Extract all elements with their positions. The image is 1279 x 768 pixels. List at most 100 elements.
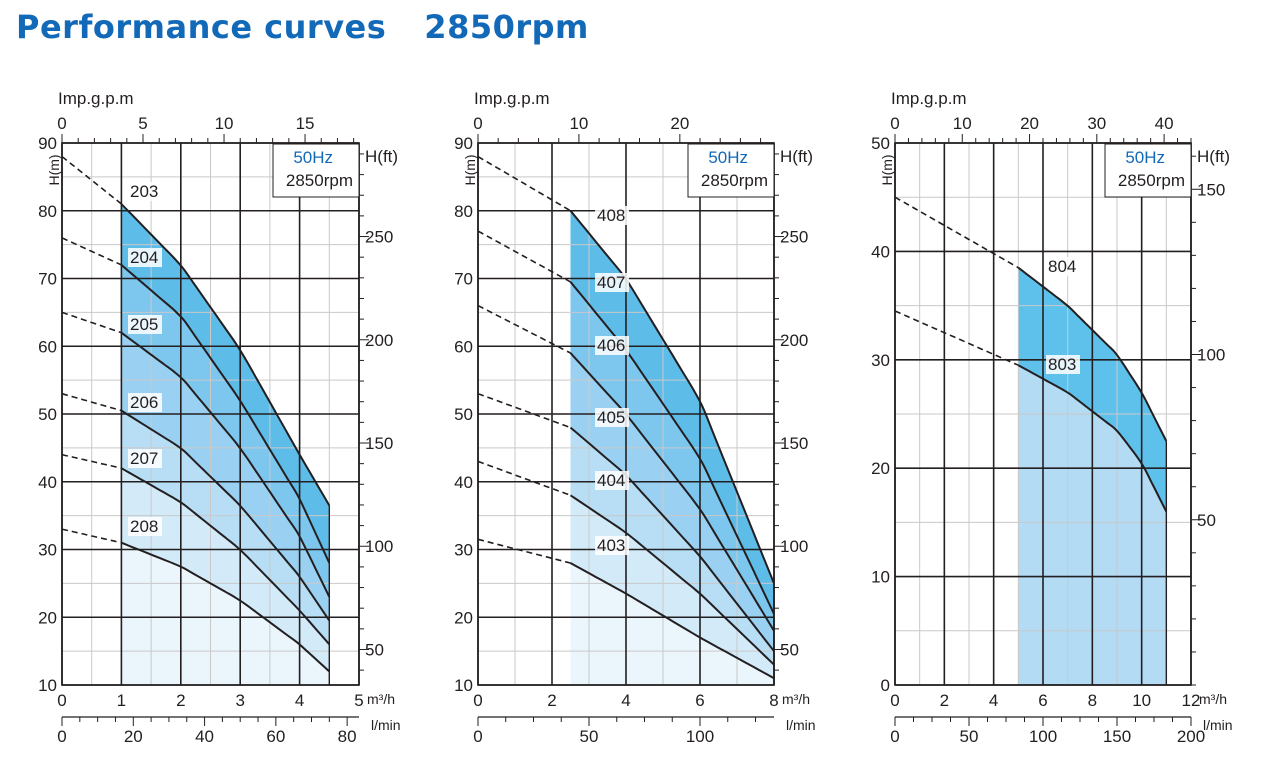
top-axis-label: Imp.g.p.m bbox=[58, 89, 134, 108]
curve-dashed-406 bbox=[477, 304, 571, 354]
lmin-tick-label: 0 bbox=[57, 727, 66, 746]
series-label-bg bbox=[128, 449, 162, 468]
curve-dashed-803 bbox=[894, 310, 1019, 366]
y-axis: 10 20 30 40 50 60 70 80 90H(m) bbox=[38, 134, 62, 695]
x-tick-label: 2 bbox=[940, 691, 949, 710]
badge-rpm: 2850rpm bbox=[701, 171, 768, 190]
y-tick-label: 10 bbox=[454, 676, 473, 695]
x-tick-label: 6 bbox=[695, 691, 704, 710]
curve-dashed-205 bbox=[61, 392, 122, 412]
series-label-bg bbox=[128, 517, 162, 536]
curve-204 bbox=[120, 467, 331, 646]
x-axis-label: m³/h bbox=[782, 691, 810, 707]
x-tick-label: 12 bbox=[1182, 691, 1201, 710]
series-label-bg bbox=[128, 248, 162, 267]
y-tick-label: 90 bbox=[454, 134, 473, 153]
series-label-bg bbox=[595, 408, 629, 427]
lmin-tick-label: 200 bbox=[1177, 727, 1205, 746]
x-tick-label: 2 bbox=[176, 691, 185, 710]
y-tick-label: 80 bbox=[38, 202, 57, 221]
band-408 bbox=[570, 210, 774, 614]
band-407 bbox=[570, 281, 774, 631]
y-tick-label: 20 bbox=[454, 608, 473, 627]
curve-dashed-804 bbox=[894, 196, 1019, 269]
top-axis: 0 10 20 30 40 Imp.g.p.m bbox=[890, 89, 1192, 143]
ft-tick-label: 50 bbox=[365, 640, 384, 659]
y-tick-label: 90 bbox=[38, 134, 57, 153]
y-tick-label: 10 bbox=[38, 676, 57, 695]
curve-dashed-408 bbox=[477, 155, 571, 212]
ft-axis-label: H(ft) bbox=[365, 147, 398, 166]
pump-curves bbox=[477, 155, 775, 685]
curve-804 bbox=[1017, 266, 1168, 442]
frequency-badge: 50Hz 2850rpm bbox=[687, 143, 775, 198]
ft-axis-label: H(ft) bbox=[780, 147, 813, 166]
ft-axis: 50 100 150 200 250 H(ft) bbox=[359, 147, 398, 671]
badge-rpm: 2850rpm bbox=[1118, 171, 1185, 190]
ft-tick-label: 150 bbox=[780, 434, 808, 453]
page-title: Performance curves 2850rpm bbox=[16, 8, 589, 46]
y-tick-label: 20 bbox=[38, 608, 57, 627]
lmin-axis-label: l/min bbox=[786, 717, 816, 733]
curve-dashed-208 bbox=[61, 155, 122, 205]
frequency-badge: 50Hz 2850rpm bbox=[1104, 143, 1192, 198]
curve-dashed-204 bbox=[61, 453, 122, 469]
x-axis-label: m³/h bbox=[1199, 691, 1227, 707]
y-tick-label: 30 bbox=[871, 351, 890, 370]
curve-dashed-207 bbox=[61, 237, 122, 266]
lmin-tick-label: 100 bbox=[1029, 727, 1057, 746]
page-title-text: Performance curves bbox=[16, 8, 387, 46]
y-tick-label: 50 bbox=[38, 405, 57, 424]
series-label: 403 bbox=[597, 536, 625, 555]
ft-tick-label: 50 bbox=[1197, 511, 1216, 530]
band-406 bbox=[570, 353, 774, 652]
curve-dashed-405 bbox=[477, 392, 571, 429]
ft-tick-label: 100 bbox=[1197, 346, 1225, 365]
curve-403 bbox=[569, 562, 775, 680]
curve-dashed-203 bbox=[61, 528, 122, 544]
lmin-tick-label: 0 bbox=[890, 727, 899, 746]
y-axis-label: H(m) bbox=[879, 154, 895, 185]
top-tick-label: 5 bbox=[138, 114, 147, 133]
y-axis: 0 10 20 30 40 50H(m) bbox=[871, 134, 895, 695]
top-tick-label: 40 bbox=[1155, 114, 1174, 133]
y-tick-label: 40 bbox=[871, 242, 890, 261]
series-label: 207 bbox=[130, 449, 158, 468]
curve-206 bbox=[120, 331, 331, 598]
series-label-bg bbox=[595, 471, 629, 490]
band-205 bbox=[121, 410, 330, 645]
lmin-tick-label: 80 bbox=[338, 727, 357, 746]
top-tick-label: 10 bbox=[569, 114, 588, 133]
lmin-tick-label: 0 bbox=[473, 727, 482, 746]
x-tick-label: 4 bbox=[621, 691, 630, 710]
curve-406 bbox=[569, 352, 775, 632]
series-label: 206 bbox=[130, 393, 158, 412]
top-tick-label: 0 bbox=[57, 114, 66, 133]
ft-tick-label: 200 bbox=[780, 331, 808, 350]
y-tick-label: 80 bbox=[454, 202, 473, 221]
top-tick-label: 10 bbox=[953, 114, 972, 133]
curve-dashed-206 bbox=[61, 311, 122, 334]
badge-box bbox=[1104, 143, 1192, 198]
ft-axis: 50 100 150 H(ft) bbox=[1191, 147, 1230, 686]
x-axis: 0 2 4 6 8 m³/h bbox=[473, 691, 810, 710]
badge-hz: 50Hz bbox=[293, 148, 333, 167]
series-labels: 203 204 205 206 207 208 bbox=[128, 182, 162, 536]
ft-axis-label: H(ft) bbox=[1197, 147, 1230, 166]
lmin-axis-label: l/min bbox=[1203, 717, 1233, 733]
page-title-rpm: 2850rpm bbox=[424, 8, 589, 46]
lmin-tick-label: 20 bbox=[124, 727, 143, 746]
badge-box bbox=[687, 143, 775, 198]
x-tick-label: 8 bbox=[1088, 691, 1097, 710]
plot-frame bbox=[477, 142, 775, 686]
y-tick-label: 40 bbox=[38, 473, 57, 492]
y-tick-label: 60 bbox=[454, 337, 473, 356]
top-tick-label: 20 bbox=[1020, 114, 1039, 133]
x-tick-label: 6 bbox=[1038, 691, 1047, 710]
y-tick-label: 40 bbox=[454, 473, 473, 492]
series-label-bg bbox=[128, 182, 162, 201]
curve-208 bbox=[120, 203, 331, 506]
y-tick-label: 60 bbox=[38, 337, 57, 356]
